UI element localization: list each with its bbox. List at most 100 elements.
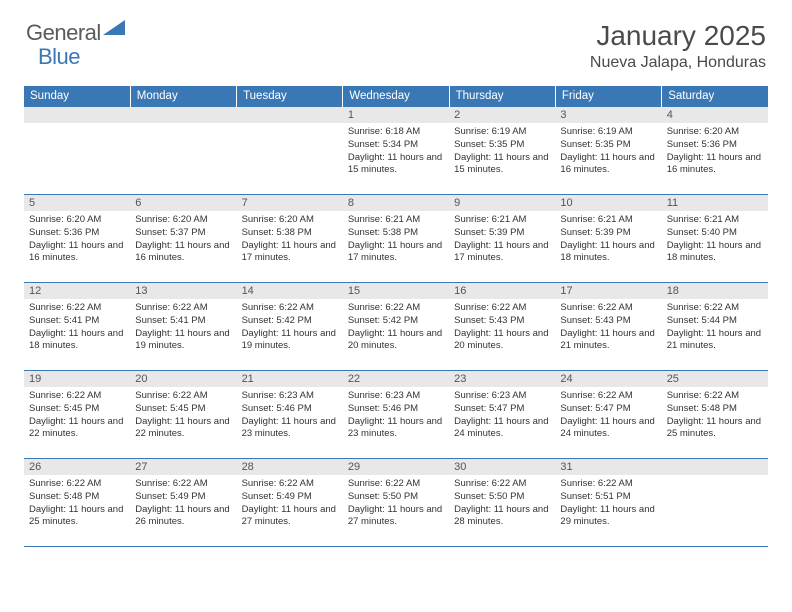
sunset-line: Sunset: 5:50 PM (348, 491, 418, 502)
sunrise-line: Sunrise: 6:22 AM (29, 478, 101, 489)
day-details: Sunrise: 6:22 AMSunset: 5:51 PMDaylight:… (555, 475, 661, 533)
sunset-line: Sunset: 5:36 PM (29, 227, 99, 238)
calendar-day-cell: 31Sunrise: 6:22 AMSunset: 5:51 PMDayligh… (555, 459, 661, 547)
day-details: Sunrise: 6:20 AMSunset: 5:37 PMDaylight:… (130, 211, 236, 269)
calendar-day-cell: 17Sunrise: 6:22 AMSunset: 5:43 PMDayligh… (555, 283, 661, 371)
day-number: 26 (24, 459, 130, 475)
day-details: Sunrise: 6:22 AMSunset: 5:49 PMDaylight:… (130, 475, 236, 533)
day-number-empty (237, 107, 343, 123)
calendar-day-cell: 26Sunrise: 6:22 AMSunset: 5:48 PMDayligh… (24, 459, 130, 547)
day-details: Sunrise: 6:22 AMSunset: 5:48 PMDaylight:… (662, 387, 768, 445)
sunrise-line: Sunrise: 6:22 AM (560, 390, 632, 401)
sunrise-line: Sunrise: 6:22 AM (454, 302, 526, 313)
month-title: January 2025 (590, 20, 766, 52)
sunrise-line: Sunrise: 6:22 AM (29, 302, 101, 313)
day-details: Sunrise: 6:21 AMSunset: 5:39 PMDaylight:… (555, 211, 661, 269)
sunrise-line: Sunrise: 6:23 AM (348, 390, 420, 401)
sunrise-line: Sunrise: 6:21 AM (454, 214, 526, 225)
daylight-line: Daylight: 11 hours and 18 minutes. (29, 328, 123, 352)
calendar-day-cell: 21Sunrise: 6:23 AMSunset: 5:46 PMDayligh… (237, 371, 343, 459)
day-details: Sunrise: 6:21 AMSunset: 5:39 PMDaylight:… (449, 211, 555, 269)
sunrise-line: Sunrise: 6:22 AM (135, 390, 207, 401)
day-number: 12 (24, 283, 130, 299)
daylight-line: Daylight: 11 hours and 19 minutes. (242, 328, 336, 352)
sunset-line: Sunset: 5:48 PM (667, 403, 737, 414)
day-number: 1 (343, 107, 449, 123)
calendar-body: 1Sunrise: 6:18 AMSunset: 5:34 PMDaylight… (24, 107, 768, 547)
day-details: Sunrise: 6:21 AMSunset: 5:40 PMDaylight:… (662, 211, 768, 269)
calendar-day-cell: 19Sunrise: 6:22 AMSunset: 5:45 PMDayligh… (24, 371, 130, 459)
calendar-day-cell: 8Sunrise: 6:21 AMSunset: 5:38 PMDaylight… (343, 195, 449, 283)
daylight-line: Daylight: 11 hours and 24 minutes. (454, 416, 548, 440)
day-number: 16 (449, 283, 555, 299)
sunrise-line: Sunrise: 6:20 AM (135, 214, 207, 225)
sunset-line: Sunset: 5:48 PM (29, 491, 99, 502)
sunrise-line: Sunrise: 6:21 AM (348, 214, 420, 225)
calendar-day-cell: 16Sunrise: 6:22 AMSunset: 5:43 PMDayligh… (449, 283, 555, 371)
daylight-line: Daylight: 11 hours and 19 minutes. (135, 328, 229, 352)
day-details: Sunrise: 6:22 AMSunset: 5:41 PMDaylight:… (24, 299, 130, 357)
day-details: Sunrise: 6:22 AMSunset: 5:43 PMDaylight:… (449, 299, 555, 357)
sunset-line: Sunset: 5:47 PM (454, 403, 524, 414)
calendar-week-row: 19Sunrise: 6:22 AMSunset: 5:45 PMDayligh… (24, 371, 768, 459)
day-number: 23 (449, 371, 555, 387)
sunrise-line: Sunrise: 6:22 AM (560, 302, 632, 313)
weekday-header: Wednesday (343, 86, 449, 107)
logo-text-blue: Blue (38, 44, 80, 69)
sunrise-line: Sunrise: 6:22 AM (29, 390, 101, 401)
calendar-day-cell: 28Sunrise: 6:22 AMSunset: 5:49 PMDayligh… (237, 459, 343, 547)
weekday-header: Saturday (662, 86, 768, 107)
calendar-day-cell: 18Sunrise: 6:22 AMSunset: 5:44 PMDayligh… (662, 283, 768, 371)
sunrise-line: Sunrise: 6:19 AM (560, 126, 632, 137)
sunrise-line: Sunrise: 6:22 AM (667, 302, 739, 313)
day-number: 27 (130, 459, 236, 475)
day-details: Sunrise: 6:23 AM Sunset: 5:47 PM Daylight:… (449, 387, 555, 445)
calendar-day-cell: 11Sunrise: 6:21 AMSunset: 5:40 PMDayligh… (662, 195, 768, 283)
day-details: Sunrise: 6:20 AMSunset: 5:36 PMDaylight:… (662, 123, 768, 181)
day-details: Sunrise: 6:22 AMSunset: 5:47 PMDaylight:… (555, 387, 661, 445)
day-number: 29 (343, 459, 449, 475)
day-number: 7 (237, 195, 343, 211)
sunset-line: Sunset: 5:35 PM (454, 139, 524, 150)
weekday-header-row: SundayMondayTuesdayWednesdayThursdayFrid… (24, 86, 768, 107)
daylight-line: Daylight: 11 hours and 16 minutes. (29, 240, 123, 264)
calendar-week-row: 5Sunrise: 6:20 AMSunset: 5:36 PMDaylight… (24, 195, 768, 283)
day-details: Sunrise: 6:23 AMSunset: 5:46 PMDaylight:… (237, 387, 343, 445)
weekday-header: Friday (555, 86, 661, 107)
sunset-line: Sunset: 5:45 PM (29, 403, 99, 414)
sunset-line: Sunset: 5:51 PM (560, 491, 630, 502)
day-number: 9 (449, 195, 555, 211)
sunrise-line: Sunrise: 6:23 AM (454, 390, 526, 401)
sunrise-line: Sunrise: 6:21 AM (667, 214, 739, 225)
sunset-line: Sunset: 5:39 PM (560, 227, 630, 238)
sunset-line: Sunset: 5:47 PM (560, 403, 630, 414)
sunrise-line: Sunrise: 6:22 AM (348, 478, 420, 489)
calendar-day-cell: 27Sunrise: 6:22 AMSunset: 5:49 PMDayligh… (130, 459, 236, 547)
day-details: Sunrise: 6:18 AMSunset: 5:34 PMDaylight:… (343, 123, 449, 181)
sunset-line: Sunset: 5:42 PM (348, 315, 418, 326)
sunrise-line: Sunrise: 6:19 AM (454, 126, 526, 137)
day-details: Sunrise: 6:20 AMSunset: 5:38 PMDaylight:… (237, 211, 343, 269)
daylight-line: Daylight: 11 hours and 17 minutes. (242, 240, 336, 264)
sunrise-line: Sunrise: 6:20 AM (29, 214, 101, 225)
sunrise-line: Sunrise: 6:22 AM (348, 302, 420, 313)
calendar-day-cell: 10Sunrise: 6:21 AMSunset: 5:39 PMDayligh… (555, 195, 661, 283)
day-details: Sunrise: 6:22 AMSunset: 5:45 PMDaylight:… (130, 387, 236, 445)
logo-triangle-icon (103, 20, 125, 43)
weekday-header: Tuesday (237, 86, 343, 107)
calendar-day-cell: 6Sunrise: 6:20 AMSunset: 5:37 PMDaylight… (130, 195, 236, 283)
day-number: 2 (449, 107, 555, 123)
calendar-table: SundayMondayTuesdayWednesdayThursdayFrid… (24, 86, 768, 547)
calendar-day-cell: 14Sunrise: 6:22 AMSunset: 5:42 PMDayligh… (237, 283, 343, 371)
day-details: Sunrise: 6:22 AM Sunset: 5:42 PM Daylight:… (237, 299, 343, 357)
sunset-line: Sunset: 5:43 PM (560, 315, 630, 326)
day-number: 17 (555, 283, 661, 299)
sunrise-line: Sunrise: 6:22 AM (242, 302, 314, 313)
daylight-line: Daylight: 11 hours and 15 minutes. (454, 152, 548, 176)
day-number: 25 (662, 371, 768, 387)
day-details: Sunrise: 6:21 AMSunset: 5:38 PMDaylight:… (343, 211, 449, 269)
sunset-line: Sunset: 5:50 PM (454, 491, 524, 502)
sunset-line: Sunset: 5:42 PM (242, 315, 312, 326)
sunset-line: Sunset: 5:49 PM (242, 491, 312, 502)
day-number: 4 (662, 107, 768, 123)
